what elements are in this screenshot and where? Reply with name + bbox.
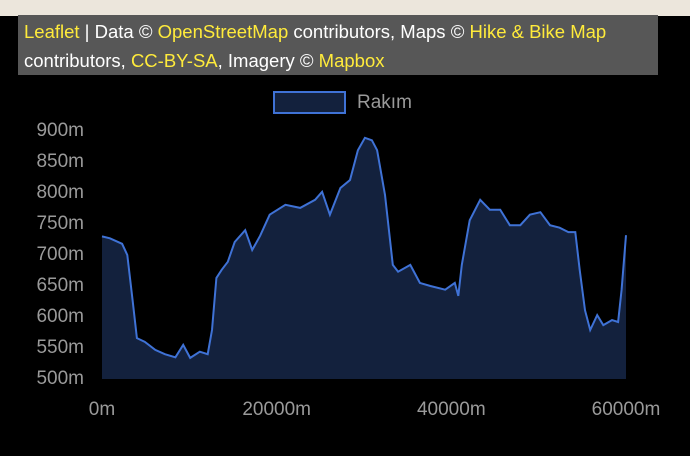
attribution-text: , Imagery © (217, 50, 319, 71)
y-tick-label: 900m (36, 120, 84, 141)
x-tick-label: 60000m (592, 399, 661, 420)
y-tick-label: 550m (36, 337, 84, 358)
attribution-text: contributors, (24, 21, 612, 71)
attribution: Leaflet | Data © OpenStreetMap contribut… (18, 15, 658, 75)
attribution-link[interactable]: OpenStreetMap (157, 21, 289, 42)
attribution-link[interactable]: Leaflet (24, 21, 80, 42)
legend-swatch (273, 91, 346, 114)
y-tick-label: 800m (36, 182, 84, 203)
y-tick-label: 600m (36, 306, 84, 327)
area-fill (102, 137, 626, 379)
legend-label: Rakım (357, 92, 412, 113)
attribution-text: contributors, Maps © (288, 21, 470, 42)
attribution-text: | Data © (79, 21, 158, 42)
attribution-link[interactable]: CC-BY-SA (130, 50, 218, 71)
area-line (101, 136, 627, 360)
x-tick-label: 0m (89, 399, 115, 420)
x-tick-label: 40000m (417, 399, 486, 420)
attribution-link[interactable]: Mapbox (318, 50, 385, 71)
x-tick-label: 20000m (242, 399, 311, 420)
attribution-link[interactable]: Hike & Bike Map (469, 21, 607, 42)
map-strip (0, 0, 690, 16)
y-tick-label: 700m (36, 244, 84, 265)
y-tick-label: 650m (36, 275, 84, 296)
y-tick-label: 500m (36, 368, 84, 389)
y-tick-label: 850m (36, 151, 84, 172)
y-tick-label: 750m (36, 213, 84, 234)
